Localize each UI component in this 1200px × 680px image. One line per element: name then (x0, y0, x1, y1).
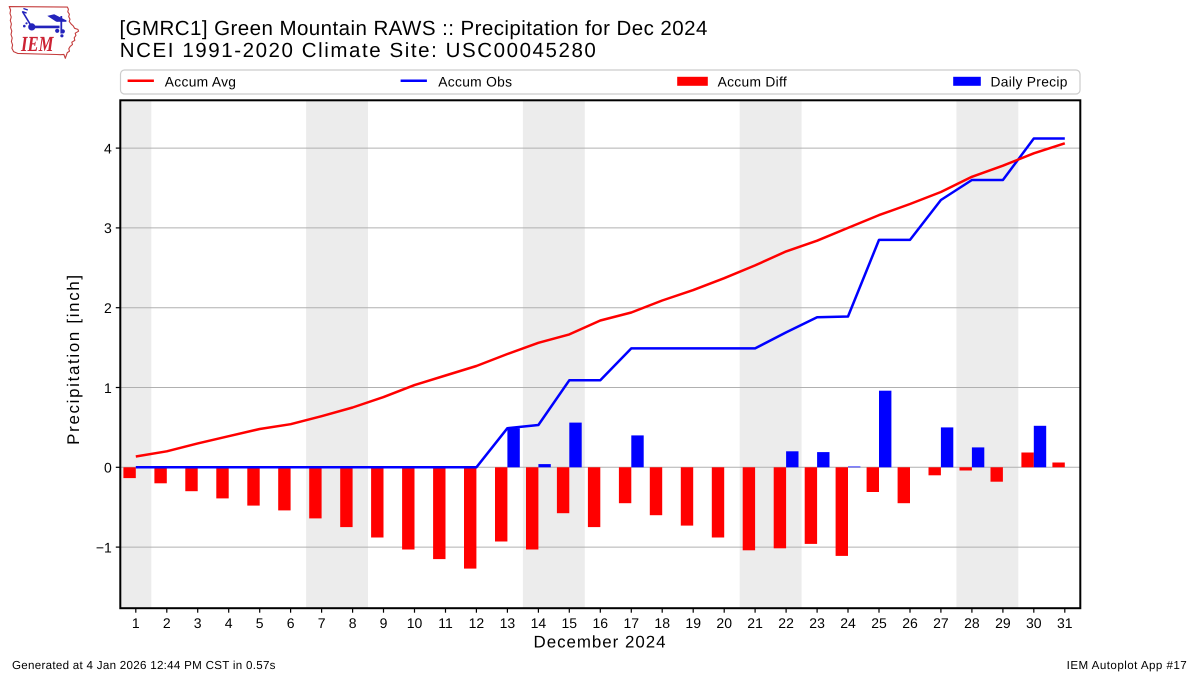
svg-text:5: 5 (256, 615, 264, 631)
svg-text:1: 1 (132, 615, 140, 631)
svg-text:27: 27 (933, 615, 949, 631)
svg-text:12: 12 (469, 615, 485, 631)
svg-text:3: 3 (194, 615, 202, 631)
svg-text:NCEI 1991-2020 Climate Site: U: NCEI 1991-2020 Climate Site: USC00045280 (120, 39, 598, 62)
svg-text:19: 19 (685, 615, 701, 631)
svg-text:1: 1 (104, 380, 112, 396)
svg-text:4: 4 (104, 140, 112, 156)
svg-text:IEM: IEM (20, 32, 54, 56)
svg-text:Accum Avg: Accum Avg (165, 74, 236, 89)
svg-text:29: 29 (995, 615, 1011, 631)
svg-text:22: 22 (778, 615, 794, 631)
svg-text:[GMRC1] Green Mountain RAWS ::: [GMRC1] Green Mountain RAWS :: Precipita… (120, 17, 708, 40)
svg-text:IEM Autoplot App #17: IEM Autoplot App #17 (1067, 659, 1188, 672)
svg-text:6: 6 (287, 615, 295, 631)
svg-text:18: 18 (654, 615, 670, 631)
svg-text:Accum Diff: Accum Diff (718, 74, 787, 89)
svg-text:20: 20 (716, 615, 732, 631)
svg-text:Accum Obs: Accum Obs (438, 74, 512, 89)
svg-text:3: 3 (104, 220, 112, 236)
svg-text:7: 7 (318, 615, 326, 631)
svg-text:Precipitation [inch]: Precipitation [inch] (64, 273, 83, 445)
svg-text:0: 0 (104, 460, 112, 476)
svg-text:21: 21 (747, 615, 763, 631)
svg-text:December 2024: December 2024 (534, 633, 667, 652)
svg-text:Generated at 4 Jan 2026 12:44: Generated at 4 Jan 2026 12:44 PM CST in … (12, 659, 276, 672)
svg-text:30: 30 (1026, 615, 1042, 631)
svg-text:10: 10 (407, 615, 423, 631)
svg-text:26: 26 (902, 615, 918, 631)
svg-text:−1: −1 (96, 539, 112, 555)
svg-text:31: 31 (1057, 615, 1073, 631)
svg-text:25: 25 (871, 615, 887, 631)
svg-text:24: 24 (840, 615, 856, 631)
svg-text:8: 8 (349, 615, 357, 631)
svg-text:28: 28 (964, 615, 980, 631)
svg-text:4: 4 (225, 615, 233, 631)
svg-text:13: 13 (500, 615, 516, 631)
svg-text:Daily Precip: Daily Precip (991, 74, 1068, 89)
svg-text:2: 2 (104, 300, 112, 316)
svg-text:2: 2 (163, 615, 171, 631)
svg-text:15: 15 (562, 615, 578, 631)
svg-text:16: 16 (593, 615, 609, 631)
svg-text:9: 9 (380, 615, 388, 631)
svg-text:17: 17 (624, 615, 640, 631)
svg-text:23: 23 (809, 615, 825, 631)
svg-text:11: 11 (438, 615, 453, 631)
svg-text:14: 14 (531, 615, 547, 631)
